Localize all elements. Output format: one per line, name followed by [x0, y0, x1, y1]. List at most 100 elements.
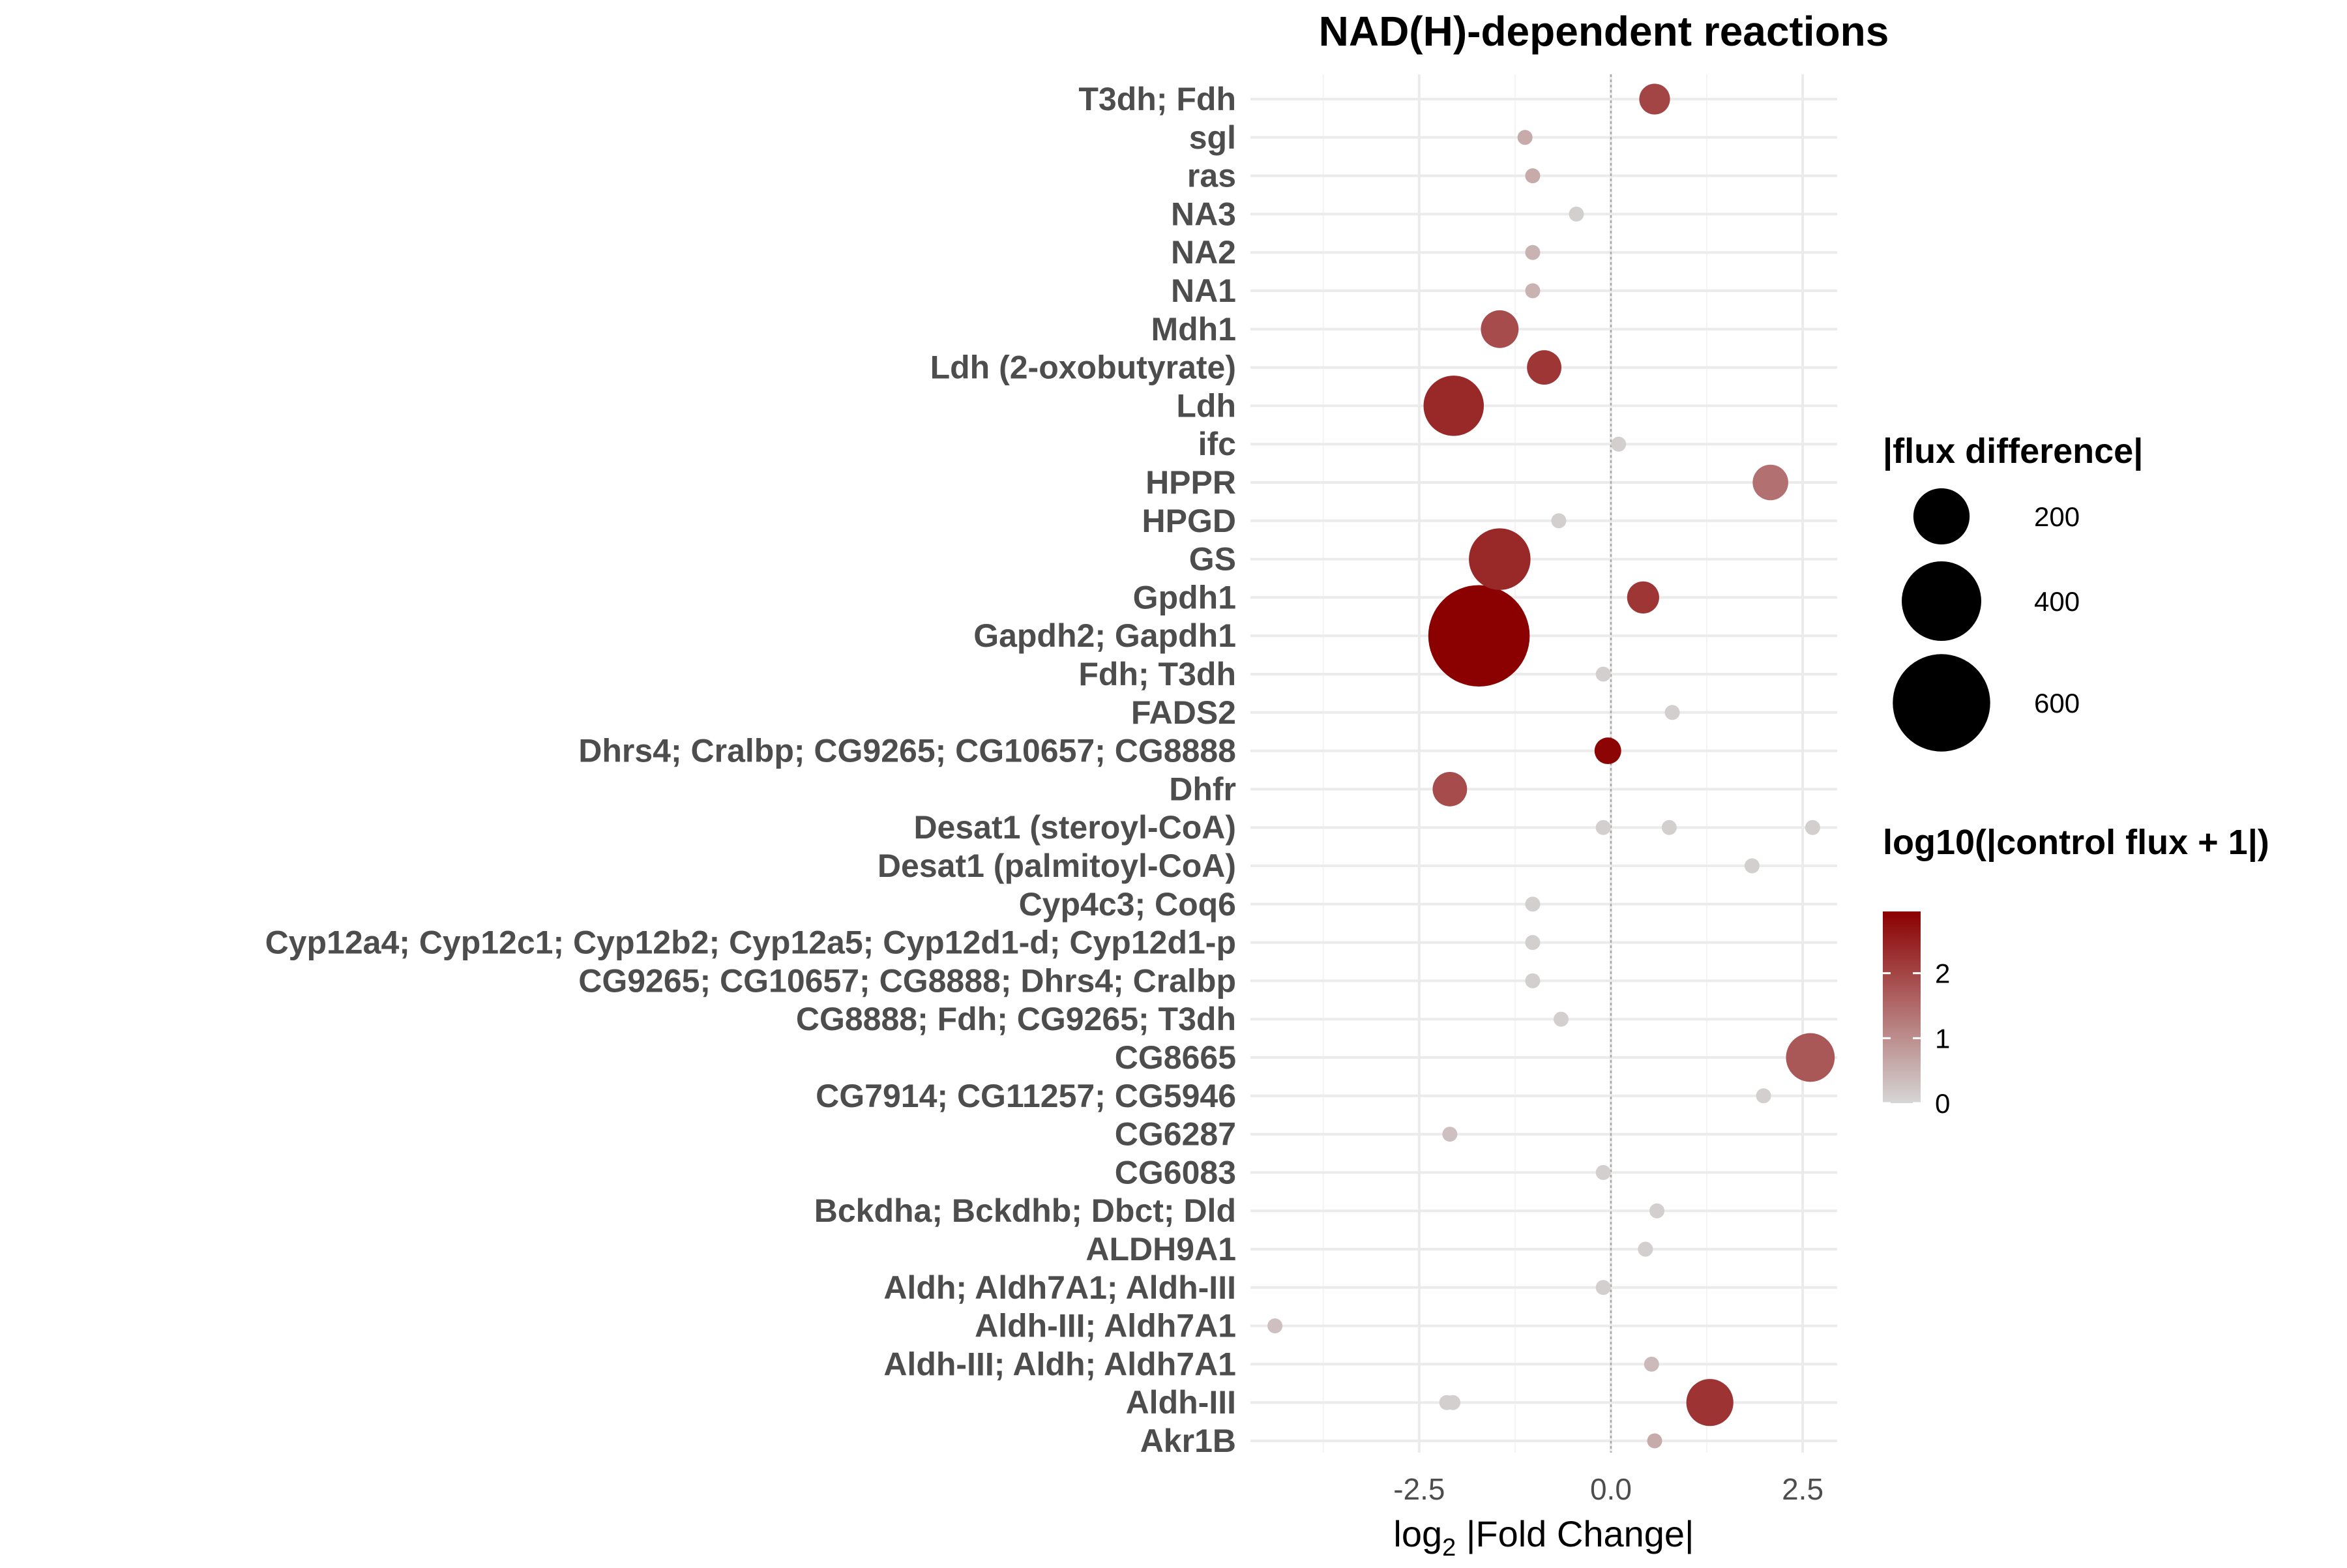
data-point: [1805, 820, 1820, 835]
data-point: [1481, 310, 1519, 348]
y-tick-label: Dhfr: [1169, 771, 1236, 807]
data-point: [1432, 771, 1468, 806]
plot-panel: [1250, 74, 1837, 1453]
data-point: [1611, 436, 1627, 452]
y-tick-label: CG6287: [1115, 1116, 1236, 1153]
colorbar: [1883, 911, 1921, 1103]
y-tick-label: Bckdha; Bckdhb; Dbct; Dld: [814, 1192, 1236, 1229]
colorbar-tick-label: 2: [1935, 958, 1950, 989]
data-point: [1644, 1356, 1659, 1372]
x-tick-labels: -2.5 0.0 2.5: [1393, 1472, 1823, 1506]
data-point: [1525, 896, 1541, 912]
data-point: [1595, 666, 1611, 682]
data-point: [1525, 168, 1541, 184]
data-point: [1661, 820, 1677, 835]
y-tick-label: CG8665: [1115, 1039, 1236, 1076]
y-tick-label: Akr1B: [1140, 1423, 1236, 1459]
colorbar-tick-label: 0: [1935, 1088, 1950, 1119]
x-axis-title: log2 |Fold Change|: [1393, 1513, 1694, 1561]
data-point: [1686, 1379, 1734, 1427]
size-legend-key: [1902, 561, 1981, 641]
x-tick-label: 0.0: [1590, 1472, 1632, 1506]
data-point: [1649, 1203, 1665, 1219]
data-point: [1553, 1011, 1569, 1027]
size-legend-label: 200: [2034, 501, 2080, 532]
y-tick-label: T3dh; Fdh: [1078, 81, 1236, 117]
y-tick-label: Gpdh1: [1133, 579, 1236, 615]
y-tick-label: sgl: [1189, 119, 1236, 156]
data-point: [1594, 737, 1621, 765]
y-tick-label: NA2: [1171, 234, 1236, 271]
y-tick-label: ifc: [1198, 426, 1236, 462]
y-tick-label: Aldh; Aldh7A1; Aldh-III: [883, 1269, 1236, 1306]
data-point: [1639, 83, 1670, 115]
data-point: [1786, 1033, 1835, 1082]
color-legend: log10(|control flux + 1|) 0 1 2: [1883, 823, 2269, 1119]
y-tick-label: ras: [1187, 158, 1236, 194]
data-point: [1517, 130, 1533, 145]
data-point: [1442, 1127, 1458, 1142]
x-tick-label: -2.5: [1393, 1472, 1445, 1506]
color-legend-title: log10(|control flux + 1|): [1883, 823, 2269, 863]
y-tick-label: Ldh: [1176, 387, 1236, 424]
y-tick-label: CG9265; CG10657; CG8888; Dhrs4; Cralbp: [578, 962, 1236, 999]
size-legend-title: |flux difference|: [1883, 432, 2143, 471]
y-tick-label: Aldh-III; Aldh7A1: [975, 1308, 1236, 1344]
data-point: [1569, 206, 1584, 222]
data-point: [1664, 705, 1680, 720]
y-tick-label: Desat1 (steroyl-CoA): [913, 809, 1236, 846]
data-point: [1525, 244, 1541, 260]
y-tick-label: Gapdh2; Gapdh1: [973, 617, 1236, 654]
size-legend-key: [1893, 654, 1990, 752]
data-point: [1647, 1433, 1662, 1449]
y-tick-label: CG8888; Fdh; CG9265; T3dh: [796, 1001, 1236, 1037]
data-point: [1525, 935, 1541, 951]
y-tick-label: Cyp12a4; Cyp12c1; Cyp12b2; Cyp12a5; Cyp1…: [265, 925, 1236, 961]
data-point: [1595, 1164, 1611, 1180]
y-tick-label: Aldh-III; Aldh; Aldh7A1: [883, 1346, 1236, 1382]
size-legend-label: 600: [2034, 688, 2080, 718]
data-point: [1527, 350, 1562, 385]
data-point: [1428, 585, 1530, 687]
y-tick-label: GS: [1189, 541, 1236, 578]
data-point: [1423, 376, 1484, 436]
y-tick-label: HPPR: [1145, 464, 1236, 501]
y-tick-label: NA1: [1171, 273, 1236, 309]
data-point: [1638, 1241, 1653, 1257]
y-tick-label: Dhrs4; Cralbp; CG9265; CG10657; CG8888: [578, 733, 1236, 769]
data-point: [1752, 464, 1788, 501]
y-tick-label: Ldh (2-oxobutyrate): [930, 349, 1236, 386]
data-point: [1595, 820, 1611, 835]
y-tick-label: NA3: [1171, 196, 1236, 232]
y-tick-label: Fdh; T3dh: [1078, 656, 1236, 692]
y-tick-label: Mdh1: [1151, 311, 1236, 348]
data-point: [1469, 528, 1531, 590]
data-point: [1627, 581, 1659, 614]
y-tick-label: CG7914; CG11257; CG5946: [816, 1078, 1236, 1114]
y-tick-label: HPGD: [1142, 503, 1236, 539]
y-tick-label: FADS2: [1131, 694, 1236, 731]
data-point: [1445, 1395, 1461, 1410]
data-point: [1551, 513, 1567, 529]
y-tick-label: Aldh-III: [1126, 1384, 1236, 1421]
colorbar-tick-label: 1: [1935, 1023, 1950, 1054]
x-tick-label: 2.5: [1782, 1472, 1823, 1506]
size-legend-label: 400: [2034, 586, 2080, 617]
data-points: [1267, 83, 1835, 1449]
size-legend: |flux difference| 200 400 600: [1883, 432, 2143, 752]
data-point: [1267, 1318, 1283, 1334]
y-tick-label: ALDH9A1: [1085, 1231, 1236, 1267]
data-point: [1525, 283, 1541, 299]
data-point: [1595, 1280, 1611, 1295]
y-tick-label: CG6083: [1115, 1154, 1236, 1191]
chart-title: NAD(H)-dependent reactions: [1319, 8, 1889, 55]
y-tick-label: Cyp4c3; Coq6: [1019, 886, 1236, 923]
data-point: [1756, 1088, 1771, 1104]
data-point: [1744, 858, 1760, 874]
y-tick-label: Desat1 (palmitoyl-CoA): [878, 848, 1236, 884]
size-legend-key: [1913, 488, 1970, 545]
data-point: [1525, 973, 1541, 988]
